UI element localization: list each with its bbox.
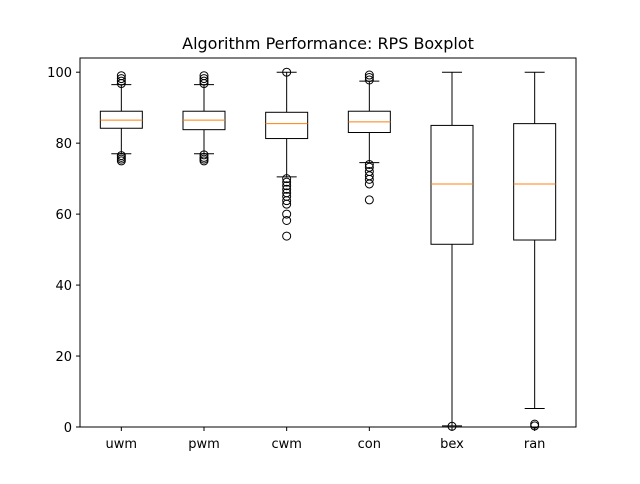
outlier-point [282, 174, 292, 184]
outlier-point [116, 76, 126, 86]
x-tick-label: uwm [106, 437, 138, 452]
outlier-point [364, 171, 374, 181]
x-tick-label: ran [524, 437, 546, 452]
outlier-point [199, 152, 209, 162]
outlier-point [364, 70, 374, 80]
y-tick-label: 40 [55, 279, 72, 294]
x-tick-label: bex [440, 437, 464, 452]
outlier-point [199, 74, 209, 84]
outlier-point [282, 191, 292, 201]
outlier-point [364, 159, 374, 169]
outlier-point [364, 73, 374, 83]
outlier-point [447, 421, 457, 431]
plot-area: 0 20 40 60 80 100 uwm pwm cwm con bex ran [47, 57, 577, 452]
outlier-point [364, 167, 374, 177]
outlier-point [116, 71, 126, 81]
y-tick-label: 60 [55, 208, 72, 223]
outlier-point [282, 184, 292, 194]
outlier-point [282, 231, 292, 241]
outlier-point [282, 177, 292, 187]
x-tick-label: pwm [188, 437, 220, 452]
y-tick-label: 0 [64, 421, 72, 436]
x-tick-label: con [358, 437, 381, 452]
outlier-point [364, 75, 374, 85]
y-tick-label: 100 [47, 66, 72, 81]
box [430, 124, 474, 245]
box [265, 111, 309, 140]
y-tick-label: 80 [55, 137, 72, 152]
chart-title: Algorithm Performance: RPS Boxplot [182, 34, 474, 53]
outlier-point [364, 162, 374, 172]
outlier-point [199, 71, 209, 81]
outlier-point [530, 419, 540, 429]
outlier-point [282, 181, 292, 191]
y-tick-label: 20 [55, 350, 72, 365]
x-tick-label: cwm [271, 437, 301, 452]
outlier-point [199, 76, 209, 86]
outlier-point [116, 74, 126, 84]
outlier-point [364, 195, 374, 205]
axes-frame [79, 57, 577, 428]
outlier-point [282, 67, 292, 77]
outlier-point [282, 209, 292, 219]
outlier-point [282, 188, 292, 198]
outlier-point [199, 150, 209, 160]
outlier-point [282, 216, 292, 226]
box [513, 123, 557, 241]
outlier-point [116, 151, 126, 161]
